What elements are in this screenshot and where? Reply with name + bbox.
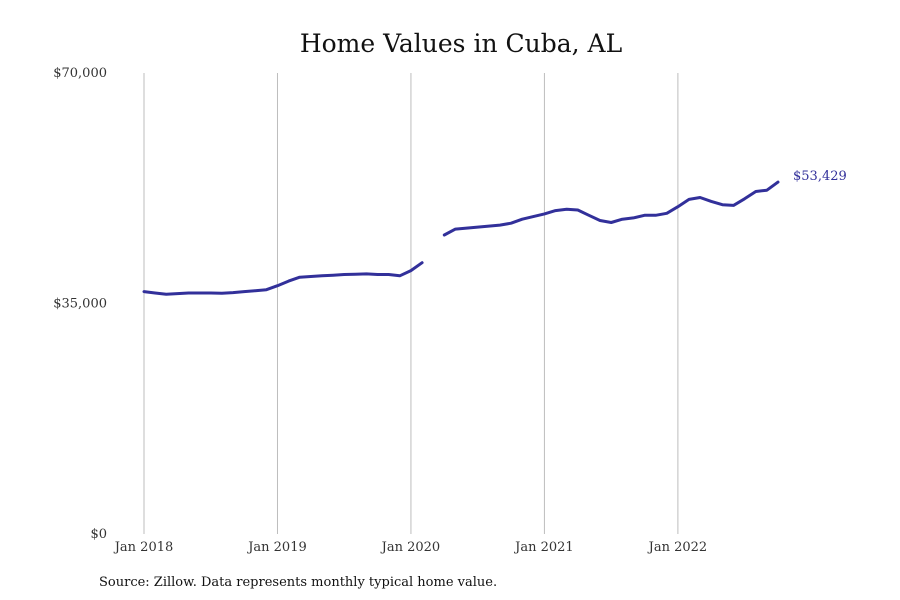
series-line-segment-0 [142,261,424,296]
chart-title: Home Values in Cuba, AL [300,29,622,58]
x-tick-label: Jan 2019 [246,540,307,555]
y-axis-ticks: $0 $35,000 $70,000 [53,66,107,542]
x-tick-label: Jan 2018 [113,540,174,555]
y-tick-label: $35,000 [53,297,107,312]
x-tick-label: Jan 2020 [380,540,441,555]
vertical-gridlines [143,73,679,534]
series-group [142,180,780,296]
end-value-label: $53,429 [793,169,847,184]
series-line-segment-1 [442,180,780,237]
y-tick-label: $0 [90,527,107,542]
y-tick-label: $70,000 [53,66,107,81]
x-axis-ticks: Jan 2018 Jan 2019 Jan 2020 Jan 2021 Jan 2022 [113,540,707,555]
x-tick-label: Jan 2022 [647,540,708,555]
x-tick-label: Jan 2021 [513,540,574,555]
source-note: Source: Zillow. Data represents monthly … [99,575,497,590]
